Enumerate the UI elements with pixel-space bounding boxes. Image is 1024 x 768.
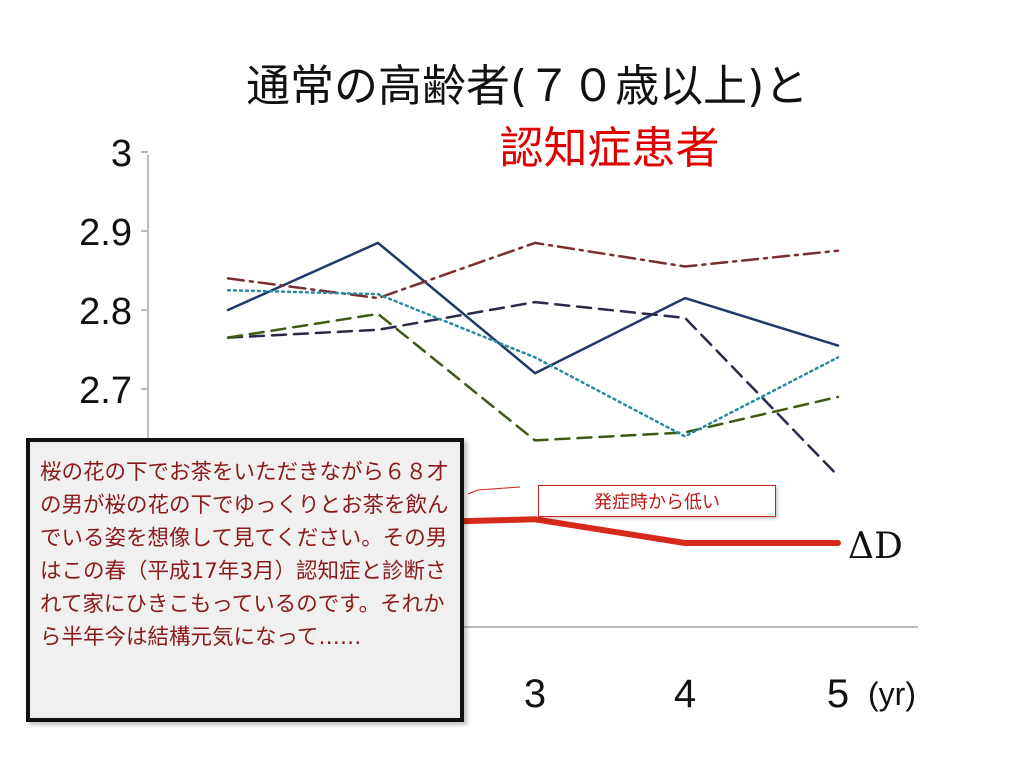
x-unit-label: (yr)	[868, 676, 916, 712]
chart-title-line1: 通常の高齢者(７０歳以上)と	[246, 61, 809, 112]
x-tick-label: 3	[524, 672, 546, 716]
series-line-2	[226, 241, 840, 300]
series-line-5	[226, 288, 840, 438]
onset-callout: 発症時から低い	[538, 485, 776, 517]
y-tick-label: 2.7	[79, 370, 132, 412]
series-line-4	[226, 312, 840, 442]
y-tick-label: 3	[111, 133, 132, 175]
note-textbox: 桜の花の下でお茶をいただきながら６８才の男が桜の花の下でゆっくりとお茶を飲んでい…	[26, 438, 464, 722]
series-line-1	[226, 241, 840, 375]
x-tick-label: 4	[674, 672, 696, 716]
x-tick-label: 5	[827, 672, 849, 716]
chart-title-line2: 認知症患者	[499, 123, 720, 174]
series-line-3	[226, 300, 840, 478]
y-tick-label: 2.8	[79, 291, 132, 333]
y-tick-label: 2.9	[79, 212, 132, 254]
series-label: ΔD	[848, 526, 903, 567]
callout-pointer	[467, 486, 521, 495]
